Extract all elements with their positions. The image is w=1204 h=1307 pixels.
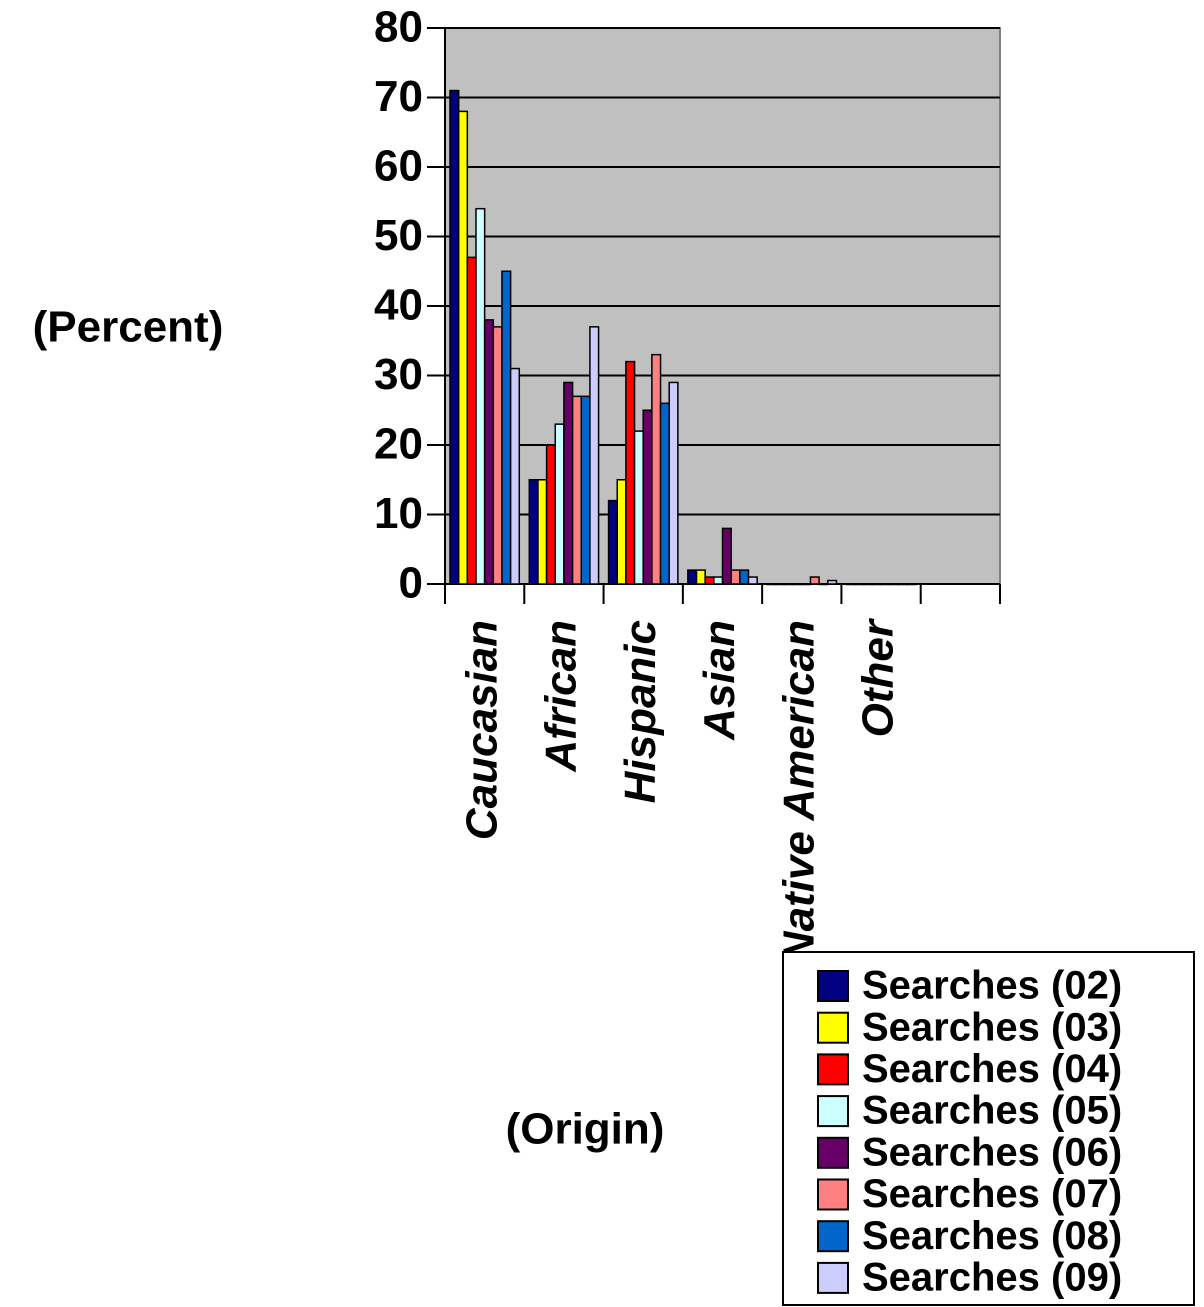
bar	[906, 583, 917, 586]
bar	[897, 583, 908, 586]
bar	[809, 576, 820, 585]
bar	[492, 326, 503, 585]
legend-label: Searches (06)	[862, 1130, 1122, 1174]
bar	[783, 583, 794, 586]
bar	[818, 583, 829, 586]
y-tick-label: 50	[374, 211, 423, 260]
bar	[713, 576, 724, 585]
bar	[739, 569, 750, 585]
bar	[863, 583, 874, 586]
y-tick-label: 80	[374, 3, 423, 52]
bar	[659, 402, 670, 585]
y-tick-label: 70	[374, 72, 423, 121]
x-tick-label: Asian	[695, 620, 744, 741]
legend-swatch	[817, 1261, 849, 1294]
bar	[651, 353, 662, 585]
y-axis-label: (Percent)	[33, 303, 224, 352]
bar	[668, 381, 679, 585]
legend-label: Searches (05)	[862, 1089, 1122, 1133]
bar	[704, 576, 715, 585]
legend-swatch	[817, 1053, 849, 1086]
bar	[888, 583, 900, 586]
x-tick-label: Caucasian	[457, 620, 506, 840]
bar	[483, 319, 495, 585]
bar	[721, 527, 732, 585]
bar	[695, 569, 706, 585]
bar	[509, 367, 521, 585]
bar	[607, 499, 618, 585]
bar	[616, 479, 627, 585]
bar	[775, 583, 786, 586]
y-tick-label: 0	[399, 559, 423, 608]
bar	[871, 583, 882, 586]
y-tick-label: 60	[374, 142, 423, 191]
legend-box	[782, 951, 1195, 1306]
legend-label: Searches (02)	[862, 964, 1122, 1008]
legend-label: Searches (03)	[862, 1005, 1122, 1049]
legend-swatch	[817, 1178, 849, 1211]
bar	[501, 270, 512, 585]
y-tick-label: 30	[374, 350, 423, 399]
bar	[687, 569, 698, 585]
legend-swatch	[817, 1220, 849, 1253]
x-tick-label: Native American	[774, 620, 823, 963]
bar	[466, 256, 477, 585]
bar	[537, 479, 548, 585]
bar	[642, 409, 653, 585]
bar	[457, 110, 469, 585]
bar	[475, 207, 486, 585]
legend-label: Searches (09)	[862, 1255, 1122, 1299]
bar	[792, 583, 803, 586]
x-tick-label: Other	[854, 617, 903, 737]
bar	[545, 444, 557, 585]
bar	[747, 576, 758, 585]
y-tick-label: 40	[374, 281, 423, 330]
bar	[571, 395, 583, 585]
legend-swatch	[817, 1011, 849, 1044]
y-tick-label: 10	[374, 489, 423, 538]
bar	[589, 326, 600, 585]
x-axis-label: (Origin)	[506, 1105, 665, 1154]
legend-label: Searches (08)	[862, 1214, 1122, 1258]
legend-swatch	[817, 1136, 849, 1169]
bar	[827, 579, 838, 585]
bar	[554, 423, 565, 585]
bar	[766, 583, 777, 586]
bar	[845, 583, 856, 586]
legend-swatch	[817, 1095, 849, 1128]
bar	[880, 583, 891, 586]
legend-swatch	[817, 970, 849, 1002]
bar	[625, 360, 636, 585]
bar	[633, 430, 644, 585]
legend-label: Searches (04)	[862, 1047, 1122, 1091]
bar	[563, 381, 574, 585]
bar	[528, 479, 539, 585]
bar	[449, 89, 460, 585]
y-tick-label: 20	[374, 420, 423, 469]
legend-label: Searches (07)	[862, 1172, 1122, 1216]
bar	[854, 583, 865, 586]
x-tick-label: African	[537, 620, 586, 773]
bar	[801, 583, 812, 586]
x-tick-label: Hispanic	[616, 620, 665, 803]
bar	[730, 569, 741, 585]
bar	[580, 395, 591, 585]
